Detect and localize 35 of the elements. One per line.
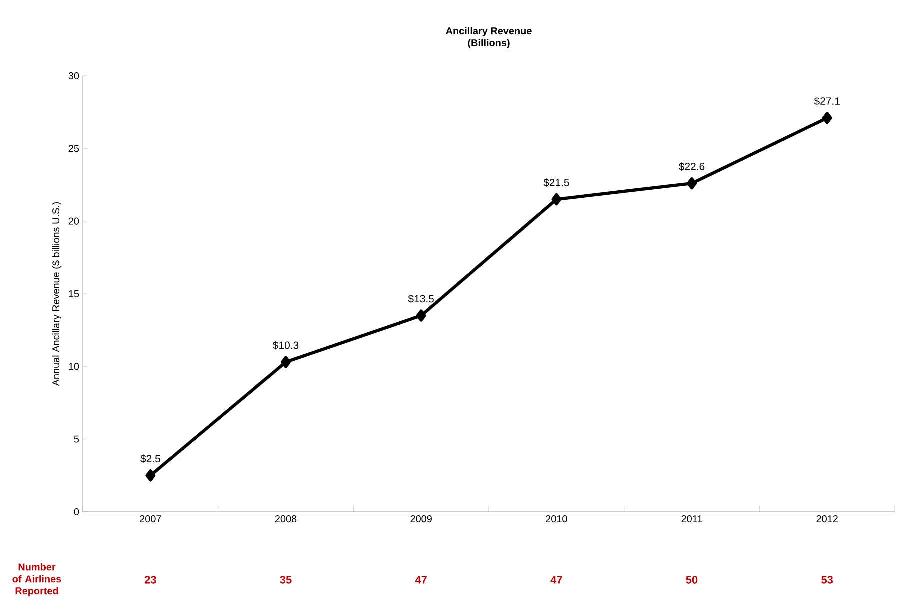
x-tick-label: 2008 [275, 516, 297, 523]
y-tick-label: 15 [69, 290, 80, 298]
text: 35 [280, 576, 292, 584]
y-tick-label: 0 [74, 508, 80, 516]
chart-subtitle: (Billions) [468, 39, 510, 48]
x-tick-label: 2012 [816, 516, 838, 523]
data-label: $22.6 [679, 162, 705, 172]
point [416, 310, 426, 322]
x-tick-label: 2011 [682, 516, 702, 523]
text: 23 [144, 576, 156, 584]
y-axis-title: Annual Ancillary Revenue ($ billions U.S.) [52, 202, 62, 386]
text: 50 [686, 576, 698, 584]
chart-title: Ancillary Revenue [446, 27, 532, 37]
text: 53 [822, 576, 834, 584]
text: 47 [415, 576, 427, 584]
data-label: $27.1 [814, 97, 840, 106]
x-tick-label: 2010 [546, 516, 568, 523]
point [552, 193, 562, 206]
y-tick-label: 10 [69, 363, 80, 370]
text: Number of Airlines Reported [12, 563, 62, 597]
y-tick-label: 25 [68, 145, 80, 152]
y-tick-label: 20 [68, 218, 80, 225]
data-label: $21.5 [544, 178, 570, 188]
point [687, 177, 697, 190]
point [146, 470, 156, 482]
point [822, 112, 832, 124]
data-label: $13.5 [408, 294, 434, 304]
x-tick-label: 2007 [140, 516, 162, 523]
data-label: $10.3 [273, 341, 299, 350]
y-tick-label: 30 [68, 72, 80, 80]
point [281, 356, 291, 368]
x-tick-label: 2009 [410, 516, 432, 523]
y-tick-label: 5 [74, 436, 80, 443]
text: 47 [550, 576, 562, 584]
data-label: $2.5 [140, 454, 160, 464]
